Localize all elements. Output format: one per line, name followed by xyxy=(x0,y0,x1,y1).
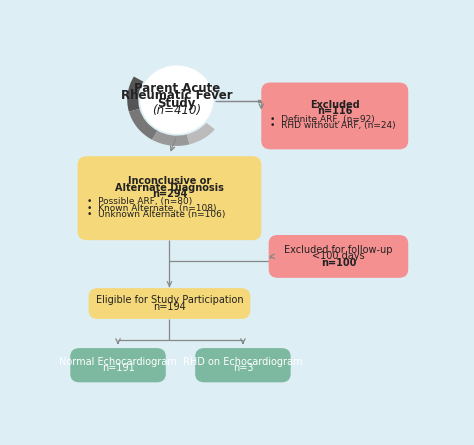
Text: •  Unknown Alternate (n=106): • Unknown Alternate (n=106) xyxy=(87,210,225,219)
Text: RHD on Echocardiogram: RHD on Echocardiogram xyxy=(183,357,303,367)
Text: •  Known Alternate, (n=108): • Known Alternate, (n=108) xyxy=(87,204,216,213)
Text: •  Definite ARF, (n=92): • Definite ARF, (n=92) xyxy=(271,115,375,124)
Text: n=294: n=294 xyxy=(152,189,187,199)
Text: Alternate Diagnosis: Alternate Diagnosis xyxy=(115,182,224,193)
Circle shape xyxy=(140,65,213,134)
Text: Excluded: Excluded xyxy=(310,100,360,110)
FancyBboxPatch shape xyxy=(70,348,166,382)
Text: Eligible for Study Participation: Eligible for Study Participation xyxy=(96,295,243,305)
Text: n=191: n=191 xyxy=(101,363,135,373)
Wedge shape xyxy=(127,77,144,112)
Text: n=100: n=100 xyxy=(321,258,356,267)
Text: •  RHD without ARF, (n=24): • RHD without ARF, (n=24) xyxy=(271,121,396,130)
Text: Study: Study xyxy=(158,97,196,110)
FancyBboxPatch shape xyxy=(261,82,408,150)
Text: Inconclusive or: Inconclusive or xyxy=(128,176,211,186)
Text: •  Possible ARF, (n=80): • Possible ARF, (n=80) xyxy=(87,198,192,206)
Text: Normal Echocardiogram: Normal Echocardiogram xyxy=(59,357,177,367)
FancyBboxPatch shape xyxy=(78,156,261,240)
Text: Rheumatic Fever: Rheumatic Fever xyxy=(121,89,233,102)
Wedge shape xyxy=(152,131,190,146)
Text: Excluded for follow-up: Excluded for follow-up xyxy=(284,245,392,255)
Text: n=116: n=116 xyxy=(317,106,353,117)
FancyBboxPatch shape xyxy=(269,235,408,278)
Wedge shape xyxy=(187,123,215,144)
FancyBboxPatch shape xyxy=(195,348,291,382)
Text: Parent Acute: Parent Acute xyxy=(134,82,220,95)
Text: <100 days: <100 days xyxy=(312,251,365,261)
Text: n=194: n=194 xyxy=(153,302,186,312)
Text: (n=410): (n=410) xyxy=(152,105,201,117)
Text: n=3: n=3 xyxy=(233,363,253,373)
FancyBboxPatch shape xyxy=(89,288,250,319)
Wedge shape xyxy=(129,109,157,140)
